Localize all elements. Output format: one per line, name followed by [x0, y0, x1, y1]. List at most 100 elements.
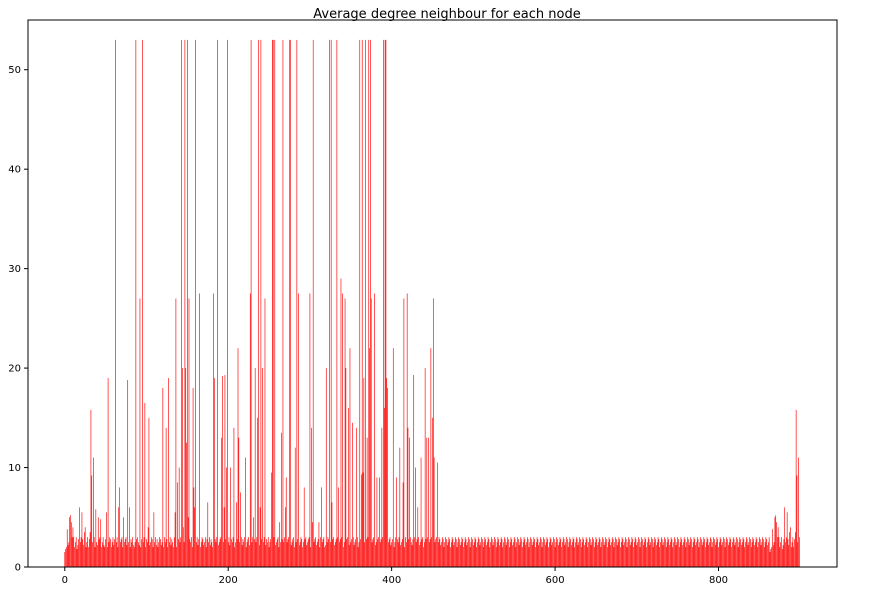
bar [752, 537, 754, 567]
bar [623, 545, 625, 567]
bar [659, 547, 660, 567]
bar [665, 547, 667, 567]
bar [550, 539, 552, 567]
bar [564, 545, 566, 567]
bar [765, 537, 767, 567]
bar [584, 545, 585, 567]
bar [607, 547, 608, 567]
bar [66, 547, 67, 567]
bar [302, 547, 303, 567]
bar [123, 517, 124, 567]
bar [237, 348, 239, 567]
bar [242, 539, 244, 567]
bar [580, 547, 582, 567]
bar [107, 378, 109, 567]
bar [234, 547, 236, 567]
bar [342, 293, 343, 567]
bar [93, 537, 95, 567]
bar [405, 537, 406, 567]
bar [112, 537, 114, 567]
bar [109, 537, 111, 567]
bar [206, 539, 208, 567]
bar [294, 447, 296, 567]
bar [173, 547, 174, 567]
bar [184, 39, 186, 567]
bar [758, 542, 759, 567]
bar [565, 542, 567, 567]
bar [513, 542, 514, 567]
bar [473, 545, 474, 567]
bar [124, 539, 126, 567]
bar [275, 545, 276, 567]
bar [505, 545, 507, 567]
bar [607, 542, 609, 567]
bar [203, 545, 205, 567]
bar [94, 547, 96, 567]
bar [566, 537, 567, 567]
bar [376, 477, 378, 567]
bar [328, 539, 330, 567]
bar [680, 537, 682, 567]
bar [517, 539, 519, 567]
bar [741, 545, 742, 567]
bar [392, 348, 394, 567]
bar [333, 537, 334, 567]
bar [677, 537, 678, 567]
bar [240, 492, 241, 567]
bar [458, 537, 459, 567]
bar [598, 542, 599, 567]
bar [195, 39, 196, 567]
bar [560, 539, 562, 567]
bar [567, 539, 568, 567]
bar [437, 462, 438, 567]
bar [553, 537, 554, 567]
bar [298, 293, 299, 567]
bar [432, 417, 433, 567]
bar [291, 542, 293, 567]
x-tick-label: 200 [219, 575, 238, 586]
bar [201, 537, 203, 567]
bar [573, 539, 575, 567]
bar [723, 539, 725, 567]
bar [798, 457, 799, 567]
bar [599, 539, 601, 567]
bar [177, 482, 178, 567]
bar [553, 539, 555, 567]
bar [691, 539, 692, 567]
bar [682, 545, 683, 567]
bar [168, 378, 169, 567]
bar [119, 487, 120, 567]
bar [700, 537, 701, 567]
bar [441, 537, 443, 567]
bar [456, 547, 458, 567]
bar [661, 539, 663, 567]
bar [576, 537, 577, 567]
bar [732, 542, 733, 567]
bar [473, 542, 475, 567]
bar [298, 545, 300, 567]
bar [207, 502, 209, 567]
bar [464, 542, 465, 567]
bar [189, 539, 191, 567]
bar [194, 507, 196, 567]
bar [211, 542, 213, 567]
bar [633, 547, 634, 567]
bar [750, 539, 751, 567]
bar [303, 487, 305, 567]
bar [445, 537, 446, 567]
bar [759, 539, 761, 567]
bar [664, 537, 665, 567]
bar [779, 547, 781, 567]
bar [720, 539, 722, 567]
bar [567, 547, 569, 567]
bar [668, 539, 669, 567]
bar [176, 547, 178, 567]
bar [359, 39, 361, 567]
bar [185, 368, 187, 567]
bar [277, 537, 279, 567]
bar [372, 539, 374, 567]
bar [281, 432, 282, 567]
bar [141, 539, 142, 567]
bar [276, 542, 277, 567]
bar [289, 39, 291, 567]
